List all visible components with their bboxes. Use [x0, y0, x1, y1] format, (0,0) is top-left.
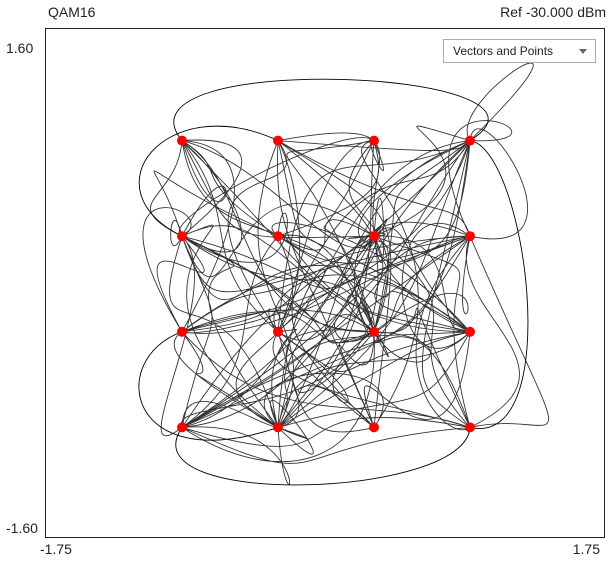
vector-trace-loop [173, 78, 489, 141]
symbol-point-16 [465, 422, 475, 433]
symbol-point-9 [177, 326, 187, 337]
symbol-point-10 [273, 326, 283, 337]
vector-traces [138, 62, 550, 486]
symbol-point-1 [177, 135, 187, 146]
vector-trace-loop [138, 125, 279, 237]
symbol-point-2 [273, 135, 283, 146]
x-axis-max-label: 1.75 [572, 541, 600, 557]
symbol-point-6 [273, 231, 283, 242]
symbol-point-4 [465, 135, 475, 146]
symbol-points [177, 135, 475, 433]
symbol-point-11 [369, 326, 379, 337]
chart-title: QAM16 [48, 4, 96, 20]
constellation-svg [138, 62, 550, 486]
symbol-point-15 [369, 422, 379, 433]
vector-trace-loop [138, 331, 279, 441]
vector-trace-loop [175, 427, 471, 486]
symbol-point-8 [465, 231, 475, 242]
symbol-point-12 [465, 326, 475, 337]
y-axis-max-label: 1.60 [6, 40, 34, 56]
symbol-point-13 [177, 422, 187, 433]
constellation-plot[interactable] [45, 28, 605, 538]
display-mode-dropdown[interactable]: Vectors and Points [443, 39, 596, 63]
symbol-point-3 [369, 135, 379, 146]
symbol-point-14 [273, 422, 283, 433]
symbol-point-7 [369, 231, 379, 242]
chevron-down-icon [579, 49, 587, 54]
symbol-point-5 [177, 231, 187, 242]
reference-level: Ref -30.000 dBm [500, 4, 606, 20]
y-axis-min-label: -1.60 [6, 520, 38, 536]
x-axis-min-label: -1.75 [40, 541, 72, 557]
vector-trace [142, 62, 550, 485]
vector-trace-loop [469, 140, 529, 429]
display-mode-value: Vectors and Points [453, 44, 554, 58]
